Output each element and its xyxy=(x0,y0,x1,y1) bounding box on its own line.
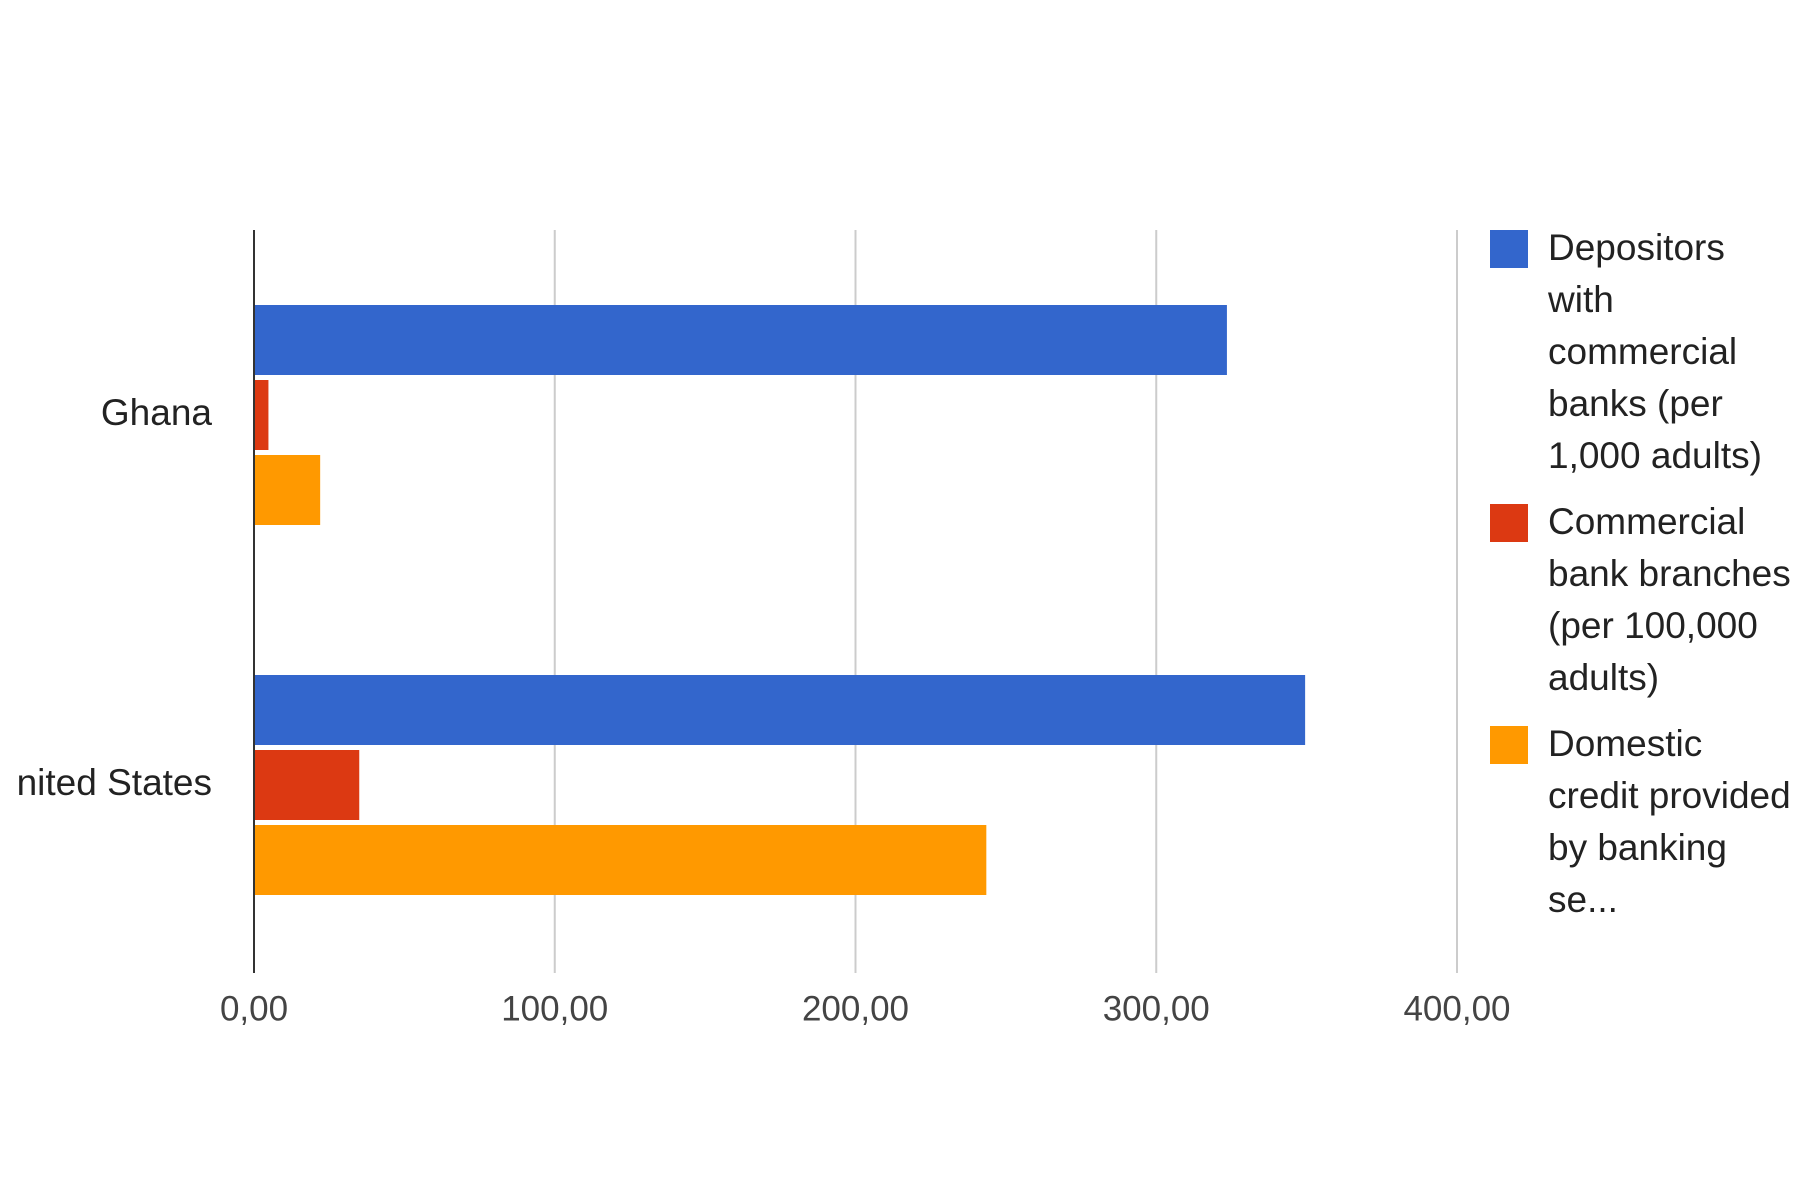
legend-label-depositors: Depositors with commercial banks (per 1,… xyxy=(1548,227,1762,476)
bar-nited-states-series-2[interactable] xyxy=(254,750,360,820)
legend-label-branches: Commercial bank branches (per 100,000 ad… xyxy=(1548,501,1791,698)
legend: Depositors with commercial banks (per 1,… xyxy=(1490,222,1800,940)
legend-swatch-depositors xyxy=(1490,230,1528,268)
bar-ghana-series-1[interactable] xyxy=(254,305,1227,375)
legend-swatch-branches xyxy=(1490,504,1528,542)
legend-label-domestic-credit: Domestic credit provided by banking se..… xyxy=(1548,723,1791,920)
bar-nited-states-series-1[interactable] xyxy=(254,675,1306,745)
bar-nited-states-series-3[interactable] xyxy=(254,825,987,895)
legend-item-domestic-credit[interactable]: Domestic credit provided by banking se..… xyxy=(1490,718,1800,926)
bar-ghana-series-3[interactable] xyxy=(254,455,321,525)
x-tick-label-3: 300,00 xyxy=(1103,989,1210,1028)
category-label-nited-states: nited States xyxy=(17,762,212,803)
category-label-ghana: Ghana xyxy=(101,392,213,433)
x-tick-label-0: 0,00 xyxy=(220,989,288,1028)
bar-ghana-series-2[interactable] xyxy=(254,380,269,450)
legend-item-depositors[interactable]: Depositors with commercial banks (per 1,… xyxy=(1490,222,1800,482)
x-tick-label-4: 400,00 xyxy=(1403,989,1510,1028)
legend-item-branches[interactable]: Commercial bank branches (per 100,000 ad… xyxy=(1490,496,1800,704)
legend-swatch-domestic-credit xyxy=(1490,726,1528,764)
x-tick-label-1: 100,00 xyxy=(501,989,608,1028)
x-tick-label-2: 200,00 xyxy=(802,989,909,1028)
